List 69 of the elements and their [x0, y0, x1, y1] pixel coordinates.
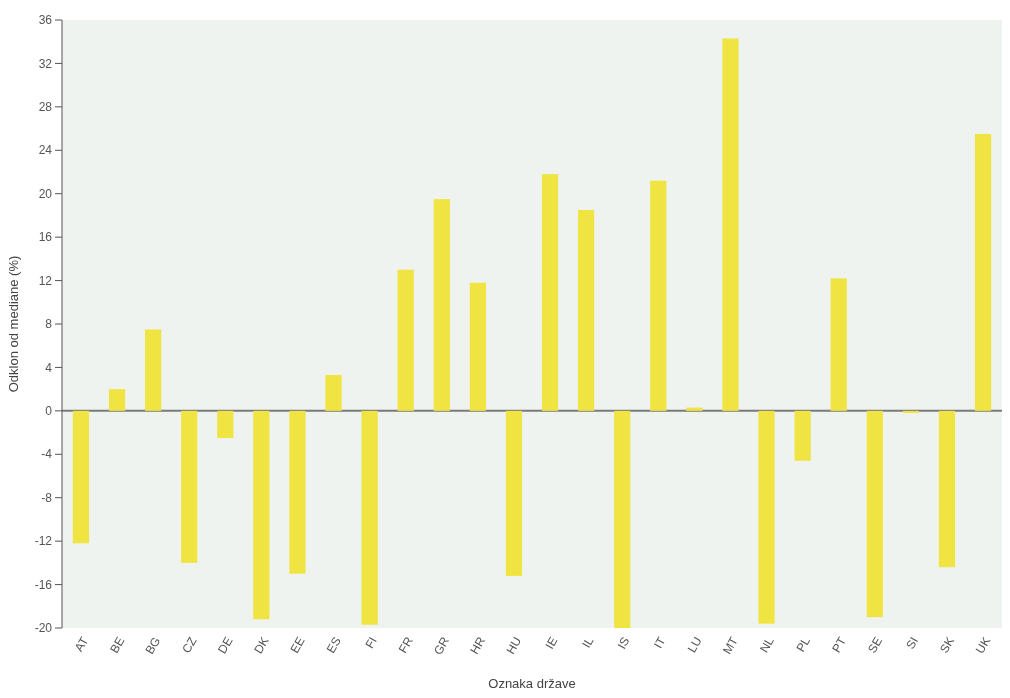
x-tick-label: EE — [287, 634, 308, 656]
bar — [938, 410, 956, 568]
bar — [72, 410, 90, 544]
x-tick-label: SE — [864, 634, 886, 656]
x-tick-label: PT — [829, 634, 850, 655]
x-tick-label: CZ — [179, 634, 200, 656]
bar — [505, 410, 523, 576]
bar — [144, 329, 162, 411]
x-tick-label: IS — [614, 634, 633, 652]
x-tick-label: ES — [323, 634, 344, 656]
y-tick-label: 12 — [38, 273, 53, 288]
x-tick-label: IE — [542, 634, 561, 652]
bar — [541, 174, 559, 411]
y-tick-label: 36 — [38, 13, 53, 28]
bar — [361, 410, 378, 625]
bar — [614, 410, 631, 628]
bar — [974, 134, 992, 411]
y-tick-label: 16 — [38, 230, 53, 245]
bar — [758, 410, 775, 624]
x-tick-label: SI — [903, 634, 922, 652]
x-tick-label: UK — [972, 634, 994, 657]
bar — [650, 180, 667, 411]
x-tick-label: AT — [71, 634, 92, 655]
bar — [469, 282, 486, 411]
x-tick-label: IL — [579, 634, 597, 651]
x-tick-label: LU — [684, 634, 705, 655]
y-tick-label: 4 — [45, 360, 53, 375]
y-tick-label: -20 — [34, 621, 53, 636]
bar — [217, 410, 234, 438]
bar — [578, 210, 595, 411]
x-axis-title: Oznaka države — [488, 676, 576, 691]
y-tick-label: -16 — [34, 577, 53, 592]
bar — [902, 410, 920, 414]
x-tick-label: IT — [651, 634, 669, 651]
bar — [253, 410, 270, 620]
y-tick-label: 20 — [38, 186, 53, 201]
bar — [325, 375, 342, 411]
x-tick-label: SK — [937, 634, 958, 656]
bar — [686, 407, 703, 411]
y-tick-label: 24 — [38, 143, 53, 158]
x-tick-label: HR — [467, 634, 489, 657]
bar — [433, 199, 450, 411]
y-tick-label: 8 — [45, 317, 53, 332]
x-tick-label: BE — [107, 634, 128, 656]
y-tick-label: -4 — [41, 447, 53, 462]
x-tick-label: FR — [395, 634, 417, 656]
bar — [289, 410, 306, 574]
x-tick-label: NL — [756, 634, 777, 655]
bar — [830, 278, 847, 411]
bar — [794, 410, 811, 461]
bar — [181, 410, 198, 563]
x-tick-label: HU — [503, 634, 525, 657]
bar — [108, 389, 126, 411]
bar — [866, 410, 883, 618]
bar — [397, 269, 414, 411]
y-tick-label: -12 — [34, 534, 53, 549]
y-tick-label: 0 — [45, 404, 53, 419]
x-tick-label: GR — [430, 634, 453, 658]
x-tick-label: FI — [362, 634, 380, 651]
x-tick-label: PL — [793, 634, 814, 655]
bar — [722, 38, 739, 411]
y-axis-title: Odklon od mediane (%) — [6, 255, 21, 393]
x-tick-label: MT — [719, 634, 742, 657]
y-tick-label: 28 — [38, 100, 53, 115]
y-tick-label: 32 — [38, 56, 53, 71]
x-tick-label: DE — [215, 634, 236, 657]
x-tick-label: BG — [142, 634, 164, 657]
y-tick-label: -8 — [41, 490, 53, 505]
x-tick-label: DK — [251, 634, 272, 657]
